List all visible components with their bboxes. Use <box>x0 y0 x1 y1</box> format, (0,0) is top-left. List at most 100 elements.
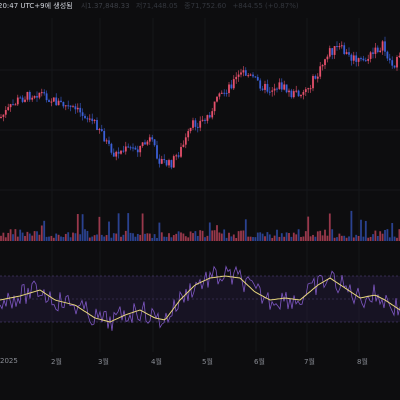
volume-bar <box>333 237 336 241</box>
candle-body <box>139 145 142 153</box>
candle-body <box>168 160 170 166</box>
volume-bar <box>72 232 74 241</box>
volume-bar <box>336 237 338 241</box>
rsi-ma-line <box>0 275 400 323</box>
volume-bar <box>79 234 82 241</box>
candle-body <box>261 88 264 90</box>
volume-bar <box>331 229 334 241</box>
candle-body <box>156 145 158 159</box>
volume-bar <box>362 236 365 241</box>
candle-body <box>141 142 144 146</box>
candle-body <box>36 96 38 98</box>
candle-body <box>112 152 115 157</box>
candle-body <box>242 70 245 73</box>
volume-bar <box>319 230 322 241</box>
candle-body <box>57 100 60 106</box>
candle-body <box>69 105 72 107</box>
candle-body <box>304 89 307 93</box>
candle-body <box>285 84 288 93</box>
candle-body <box>384 41 386 52</box>
volume-bar <box>367 237 370 241</box>
volume-bar <box>141 213 144 241</box>
volume-bar <box>302 236 305 241</box>
candle-body <box>76 107 79 110</box>
candle-body <box>72 106 74 108</box>
candle-body <box>396 56 398 68</box>
volume-bar <box>21 232 24 241</box>
volume-bar <box>261 233 264 241</box>
volume-bar <box>206 235 209 241</box>
volume-bar <box>273 235 276 241</box>
candle-body <box>348 52 350 55</box>
volume-bar <box>81 214 84 241</box>
candle-body <box>283 84 286 90</box>
candle-body <box>319 66 322 77</box>
candle-body <box>88 118 91 120</box>
candle-body <box>158 158 161 164</box>
candle-body <box>328 48 331 57</box>
candle-body <box>326 56 329 60</box>
volume-bar <box>91 236 94 241</box>
candle-body <box>288 90 290 93</box>
candle-body <box>151 137 154 140</box>
candle-body <box>391 60 394 66</box>
volume-bar <box>139 234 142 241</box>
volume-bar <box>285 232 288 241</box>
volume-bar <box>216 225 218 241</box>
candle-body <box>280 82 283 90</box>
volume-bar <box>19 229 22 241</box>
volume-bar <box>254 237 257 241</box>
candle-body <box>300 94 302 97</box>
volume-bar <box>153 234 156 241</box>
candle-body <box>244 70 247 76</box>
volume-bar <box>290 236 293 241</box>
volume-bar <box>93 235 96 241</box>
candle-body <box>38 92 41 98</box>
candle-body <box>100 129 103 132</box>
volume-bar <box>201 230 204 241</box>
volume-bar <box>194 231 197 241</box>
volume-bar <box>240 230 242 241</box>
volume-bar <box>122 234 125 241</box>
volume-bar <box>38 234 41 241</box>
ohlc-close: 종71,752.60 <box>184 2 227 10</box>
candle-body <box>374 47 377 54</box>
candle-body <box>165 160 168 166</box>
volume-bar <box>297 229 300 241</box>
candle-body <box>266 83 269 92</box>
candle-body <box>91 118 94 121</box>
candle-body <box>187 131 190 138</box>
volume-bar <box>187 237 190 241</box>
volume-bar <box>172 235 175 241</box>
volume-bar <box>192 233 194 241</box>
candle-body <box>33 96 36 98</box>
candle-body <box>9 104 12 108</box>
volume-bar <box>271 237 274 241</box>
volume-bar <box>31 235 34 241</box>
candle-body <box>19 97 22 99</box>
candle-body <box>64 105 67 107</box>
candle-body <box>84 115 86 119</box>
volume-bar <box>62 237 65 241</box>
candle-body <box>170 160 173 168</box>
candle-body <box>124 146 127 152</box>
candle-body <box>297 90 300 97</box>
candle-body <box>307 88 310 90</box>
candle-body <box>237 74 240 77</box>
volume-bar <box>372 234 374 241</box>
volume-bar <box>184 236 187 241</box>
candle-body <box>115 151 118 157</box>
candle-body <box>350 54 353 61</box>
volume-bar <box>0 235 2 241</box>
candle-body <box>252 74 254 77</box>
volume-bar <box>259 232 262 241</box>
volume-bar <box>158 222 161 241</box>
candle-body <box>290 90 293 98</box>
volume-bar <box>76 214 79 241</box>
volume-bar <box>266 232 269 241</box>
volume-bar <box>312 234 314 241</box>
candle-body <box>364 60 367 62</box>
candle-body <box>79 107 82 113</box>
candle-body <box>110 143 113 153</box>
